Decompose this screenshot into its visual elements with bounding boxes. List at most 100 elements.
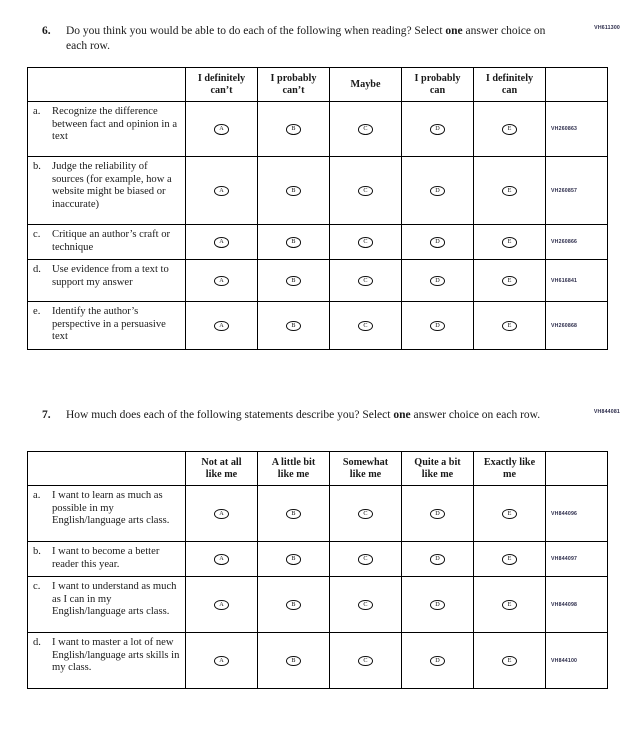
bubble-letter: C xyxy=(363,509,368,517)
question-6-row-a-option-4[interactable]: D xyxy=(401,101,474,157)
question-6-row-b-option-3[interactable]: C xyxy=(329,156,402,225)
row-text: Recognize the difference between fact an… xyxy=(52,106,178,143)
response-bubble[interactable]: E xyxy=(502,599,517,611)
question-6-row-d-option-5[interactable]: E xyxy=(473,259,546,303)
question-7-row-c-option-4[interactable]: D xyxy=(401,576,474,634)
question-7-row-a-option-4[interactable]: D xyxy=(401,485,474,542)
question-7-row-d-option-3[interactable]: C xyxy=(329,632,402,690)
response-bubble[interactable]: D xyxy=(430,275,445,287)
response-bubble[interactable]: D xyxy=(430,655,445,667)
question-7-row-b-option-4[interactable]: D xyxy=(401,540,474,578)
response-bubble[interactable]: A xyxy=(214,320,229,332)
response-bubble[interactable]: B xyxy=(286,655,301,667)
response-bubble[interactable]: E xyxy=(502,508,517,520)
question-7-row-c-option-1[interactable]: A xyxy=(185,576,258,634)
response-bubble[interactable]: C xyxy=(358,508,373,520)
question-6-row-a-option-5[interactable]: E xyxy=(473,101,546,157)
response-bubble[interactable]: C xyxy=(358,237,373,248)
question-6-row-e-option-4[interactable]: D xyxy=(401,301,474,350)
question-6-row-c-option-3[interactable]: C xyxy=(329,223,402,261)
response-bubble[interactable]: C xyxy=(358,599,373,611)
response-bubble[interactable]: B xyxy=(286,554,301,565)
table-row: c. Critique an author’s craft or techniq… xyxy=(27,223,608,261)
question-6-row-a-option-1[interactable]: A xyxy=(185,101,258,157)
question-6-row-d-option-4[interactable]: D xyxy=(401,259,474,303)
response-bubble[interactable]: E xyxy=(502,237,517,248)
question-6-row-a-option-3[interactable]: C xyxy=(329,101,402,157)
response-bubble[interactable]: A xyxy=(214,599,229,611)
question-6-row-b-option-2[interactable]: B xyxy=(257,156,330,225)
column-header-line-2: can xyxy=(429,84,446,96)
response-bubble[interactable]: B xyxy=(286,237,301,248)
response-bubble[interactable]: B xyxy=(286,275,301,287)
question-7-stem-header xyxy=(27,451,186,486)
question-6-row-b-option-1[interactable]: A xyxy=(185,156,258,225)
response-bubble[interactable]: C xyxy=(358,124,373,135)
response-bubble[interactable]: E xyxy=(502,275,517,287)
question-7-row-d-option-5[interactable]: E xyxy=(473,632,546,690)
response-bubble[interactable]: B xyxy=(286,124,301,135)
column-header-line-1: I definitely xyxy=(197,72,246,84)
response-bubble[interactable]: E xyxy=(502,554,517,565)
response-bubble[interactable]: A xyxy=(214,655,229,667)
response-bubble[interactable]: D xyxy=(430,124,445,135)
question-6-row-b-option-5[interactable]: E xyxy=(473,156,546,225)
column-header-line-1: Quite a bit xyxy=(414,456,461,468)
question-6-row-d-option-2[interactable]: B xyxy=(257,259,330,303)
question-7-row-b-option-5[interactable]: E xyxy=(473,540,546,578)
response-bubble[interactable]: E xyxy=(502,124,517,135)
bubble-letter: B xyxy=(291,656,296,664)
response-bubble[interactable]: A xyxy=(214,237,229,248)
response-bubble[interactable]: E xyxy=(502,185,517,197)
question-7-row-c-option-5[interactable]: E xyxy=(473,576,546,634)
response-bubble[interactable]: A xyxy=(214,508,229,520)
response-bubble[interactable]: A xyxy=(214,185,229,197)
question-7-row-a-option-3[interactable]: C xyxy=(329,485,402,542)
question-7-row-b-option-3[interactable]: C xyxy=(329,540,402,578)
question-7-row-b-option-1[interactable]: A xyxy=(185,540,258,578)
response-bubble[interactable]: D xyxy=(430,237,445,248)
question-7-row-a-option-2[interactable]: B xyxy=(257,485,330,542)
response-bubble[interactable]: C xyxy=(358,185,373,197)
response-bubble[interactable]: A xyxy=(214,275,229,287)
response-bubble[interactable]: D xyxy=(430,320,445,332)
response-bubble[interactable]: B xyxy=(286,320,301,332)
question-7-row-c-option-2[interactable]: B xyxy=(257,576,330,634)
question-6-row-d-option-3[interactable]: C xyxy=(329,259,402,303)
response-bubble[interactable]: C xyxy=(358,275,373,287)
question-6-row-e-option-1[interactable]: A xyxy=(185,301,258,350)
response-bubble[interactable]: E xyxy=(502,655,517,667)
question-6-row-e-option-3[interactable]: C xyxy=(329,301,402,350)
response-bubble[interactable]: C xyxy=(358,655,373,667)
question-6-row-c-option-4[interactable]: D xyxy=(401,223,474,261)
question-6-row-d-option-1[interactable]: A xyxy=(185,259,258,303)
response-bubble[interactable]: B xyxy=(286,508,301,520)
response-bubble[interactable]: A xyxy=(214,554,229,565)
question-6-row-e-option-2[interactable]: B xyxy=(257,301,330,350)
question-7-row-c-option-3[interactable]: C xyxy=(329,576,402,634)
response-bubble[interactable]: B xyxy=(286,185,301,197)
column-header-line-2: like me xyxy=(277,468,310,480)
response-bubble[interactable]: D xyxy=(430,508,445,520)
question-6-row-a-option-2[interactable]: B xyxy=(257,101,330,157)
response-bubble[interactable]: C xyxy=(358,320,373,332)
question-6-row-c-option-2[interactable]: B xyxy=(257,223,330,261)
question-7-row-a-option-1[interactable]: A xyxy=(185,485,258,542)
question-7-row-c-code: VH844098 xyxy=(545,576,608,634)
response-bubble[interactable]: C xyxy=(358,554,373,565)
question-7-row-b-option-2[interactable]: B xyxy=(257,540,330,578)
question-6-row-c-option-1[interactable]: A xyxy=(185,223,258,261)
question-7-row-d-option-2[interactable]: B xyxy=(257,632,330,690)
question-7-row-d-option-1[interactable]: A xyxy=(185,632,258,690)
response-bubble[interactable]: D xyxy=(430,185,445,197)
response-bubble[interactable]: D xyxy=(430,554,445,565)
question-7-row-d-option-4[interactable]: D xyxy=(401,632,474,690)
question-6-row-b-option-4[interactable]: D xyxy=(401,156,474,225)
response-bubble[interactable]: E xyxy=(502,320,517,332)
response-bubble[interactable]: B xyxy=(286,599,301,611)
question-6-row-e-option-5[interactable]: E xyxy=(473,301,546,350)
response-bubble[interactable]: D xyxy=(430,599,445,611)
response-bubble[interactable]: A xyxy=(214,124,229,135)
question-7-row-a-option-5[interactable]: E xyxy=(473,485,546,542)
question-6-row-c-option-5[interactable]: E xyxy=(473,223,546,261)
